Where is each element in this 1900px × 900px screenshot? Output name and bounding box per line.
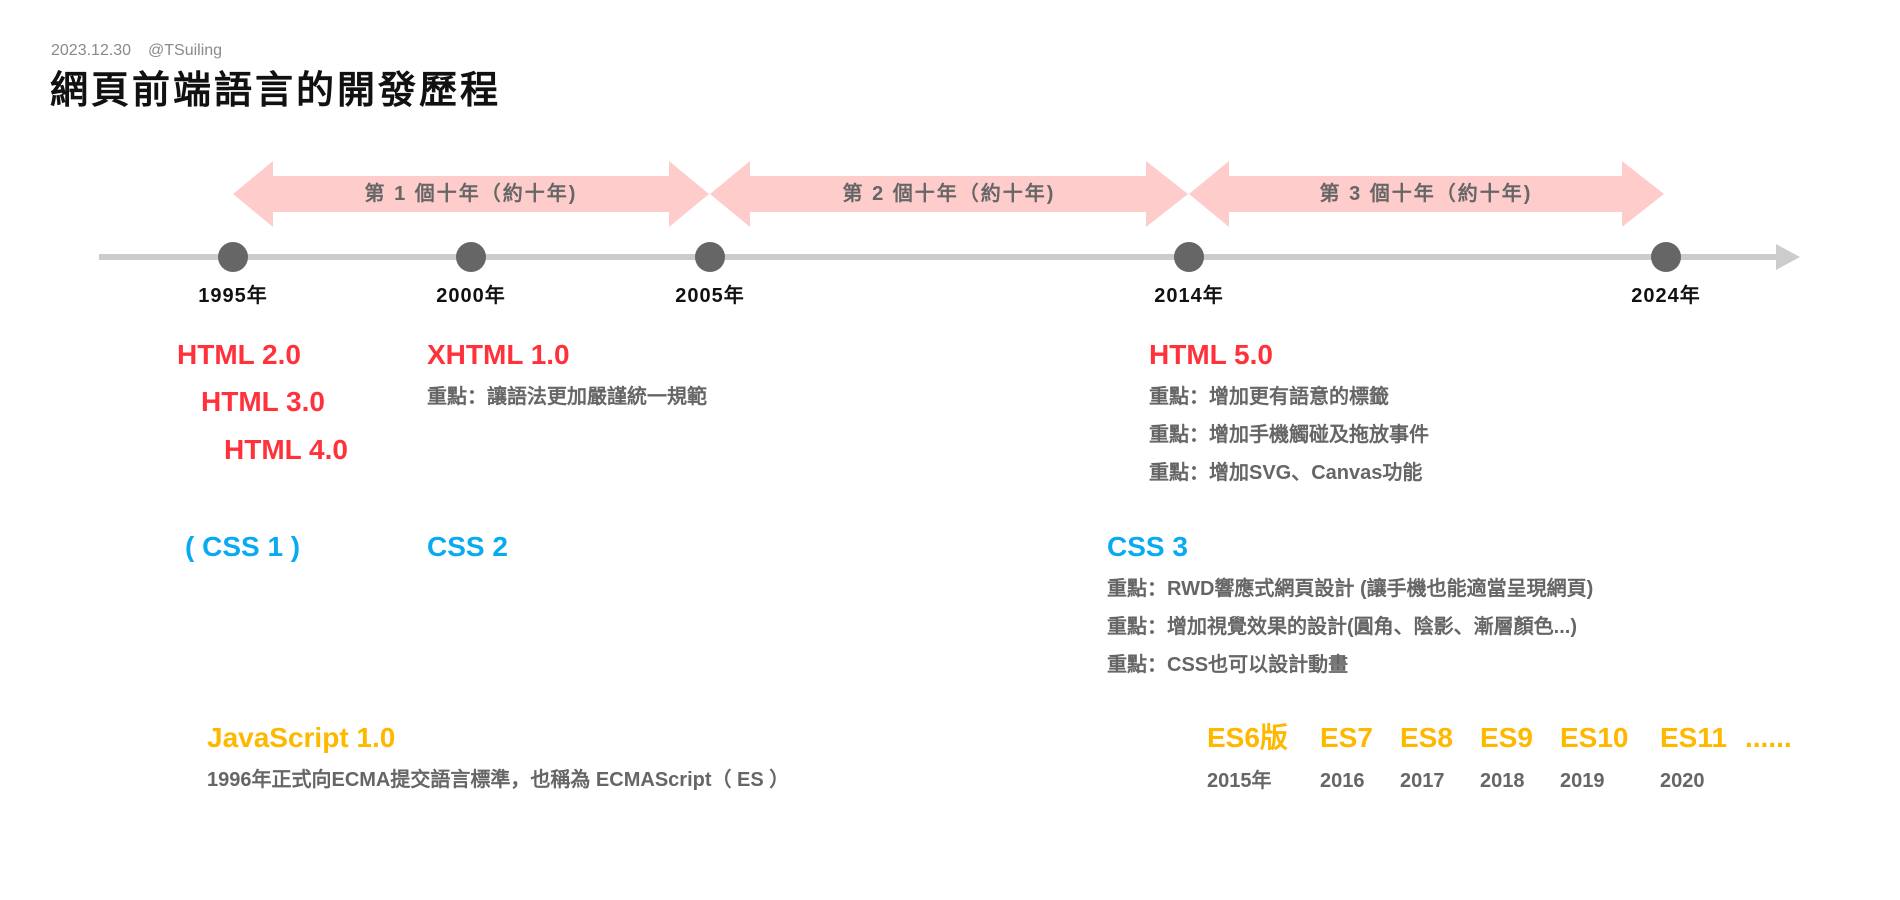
year-label-2000: 2000年 (436, 285, 506, 307)
javascript-1-label: JavaScript 1.0 (207, 722, 396, 753)
year-label-2005: 2005年 (675, 285, 745, 307)
es-version: ES8 (1400, 722, 1453, 753)
axis-arrowhead (1776, 244, 1800, 270)
page-title: 網頁前端語言的開發歷程 (50, 70, 502, 112)
decade-label-1: 第 1 個十年（約十年) (364, 183, 578, 205)
es-year: 2018 (1480, 770, 1525, 792)
milestone-dot-1995 (218, 242, 248, 272)
html-2-label: HTML 2.0 (177, 339, 301, 370)
decade-arrow-3 (1189, 161, 1664, 227)
html-3-label: HTML 3.0 (201, 386, 325, 417)
decade-arrow-2 (710, 161, 1188, 227)
html5-note: 重點：增加更有語意的標籤 (1149, 386, 1389, 408)
es-version: ES6版 (1207, 722, 1288, 753)
html-5-label: HTML 5.0 (1149, 339, 1273, 370)
es-version: ES11 (1660, 722, 1727, 753)
es-version: ES7 (1320, 722, 1373, 753)
css3-note: 重點：RWD響應式網頁設計 (讓手機也能適當呈現網頁) (1107, 578, 1594, 600)
decade-label-2: 第 2 個十年（約十年) (842, 183, 1056, 205)
es-more: ...... (1745, 722, 1792, 753)
css-2-label: CSS 2 (427, 531, 508, 562)
decade-arrow-1 (233, 161, 709, 227)
milestone-dot-2005 (695, 242, 725, 272)
es-version: ES9 (1480, 722, 1533, 753)
milestone-dot-2014 (1174, 242, 1204, 272)
year-label-2024: 2024年 (1631, 285, 1701, 307)
css-3-label: CSS 3 (1107, 531, 1188, 562)
es-year: 2019 (1560, 770, 1605, 792)
javascript-note: 1996年正式向ECMA提交語言標準，也稱為 ECMAScript（ ES ） (207, 769, 790, 791)
decade-label-3: 第 3 個十年（約十年) (1319, 183, 1533, 205)
year-label-2014: 2014年 (1154, 285, 1224, 307)
css3-note: 重點：增加視覺效果的設計(圓角、陰影、漸層顏色...) (1107, 616, 1577, 638)
es-year: 2015年 (1207, 770, 1272, 792)
es-year: 2017 (1400, 770, 1445, 792)
html5-note: 重點：增加手機觸碰及拖放事件 (1149, 424, 1429, 446)
xhtml-label: XHTML 1.0 (427, 339, 570, 370)
milestone-dot-2024 (1651, 242, 1681, 272)
es-year: 2016 (1320, 770, 1365, 792)
year-label-1995: 1995年 (198, 285, 268, 307)
author-text: @TSuiling (148, 42, 223, 59)
milestone-dot-2000 (456, 242, 486, 272)
xhtml-note: 重點：讓語法更加嚴謹統一規範 (427, 386, 707, 408)
css3-note: 重點：CSS也可以設計動畫 (1107, 654, 1349, 676)
date-text: 2023.12.30 (51, 42, 132, 59)
html5-note: 重點：增加SVG、Canvas功能 (1149, 462, 1423, 484)
es-version: ES10 (1560, 722, 1629, 753)
css-1-label: ( CSS 1 ) (185, 531, 301, 562)
html-4-label: HTML 4.0 (224, 434, 348, 465)
es-year: 2020 (1660, 770, 1705, 792)
